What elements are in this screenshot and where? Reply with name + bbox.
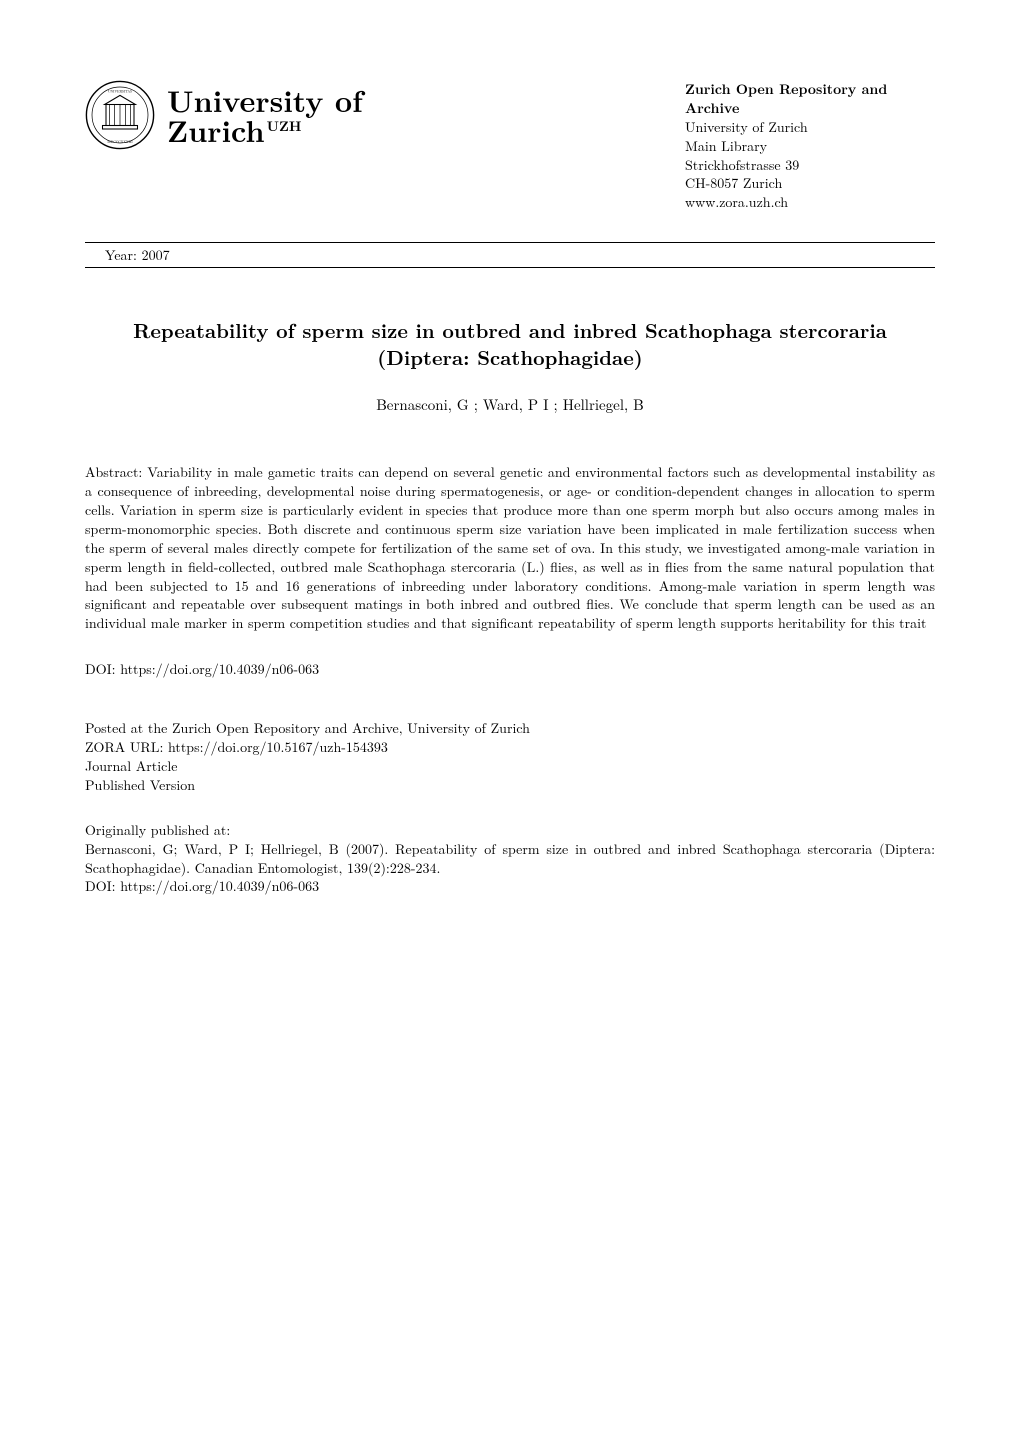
originally-heading: Originally published at: <box>85 820 230 840</box>
repo-line: University of Zurich <box>685 117 808 137</box>
posted-line: Published Version <box>85 775 195 795</box>
svg-text:UNIVERSITAS: UNIVERSITAS <box>108 89 132 95</box>
paper-title: Repeatability of sperm size in outbred a… <box>85 316 935 370</box>
university-name-line2-text: Zurich <box>167 108 265 151</box>
originally-citation: Bernasconi, G; Ward, P I; Hellriegel, B … <box>85 839 935 878</box>
posted-line: Journal Article <box>85 756 177 776</box>
repository-info: Zurich Open Repository and Archive Unive… <box>685 80 935 212</box>
repository-title: Zurich Open Repository and Archive <box>685 79 887 118</box>
posted-line: ZORA URL: https://doi.org/10.5167/uzh-15… <box>85 737 388 757</box>
repo-line: Main Library <box>685 136 767 156</box>
repo-line: CH-8057 Zurich <box>685 173 782 193</box>
abstract-text: Abstract: Variability in male gametic tr… <box>85 463 935 633</box>
university-name: University of ZurichUZH <box>167 85 363 145</box>
university-logo-block: UNIVERSITAS MDCCCXXXIII University of Zu… <box>85 80 363 150</box>
university-sup: UZH <box>267 116 302 136</box>
posted-block: Posted at the Zurich Open Repository and… <box>85 719 935 795</box>
originally-doi: DOI: https://doi.org/10.4039/n06-063 <box>85 876 319 896</box>
originally-published-block: Originally published at: Bernasconi, G; … <box>85 821 935 897</box>
university-seal-icon: UNIVERSITAS MDCCCXXXIII <box>85 80 155 150</box>
repo-line: www.zora.uzh.ch <box>685 192 788 212</box>
university-name-line2: ZurichUZH <box>167 115 363 145</box>
year-rule: Year: 2007 <box>85 242 935 268</box>
posted-line: Posted at the Zurich Open Repository and… <box>85 718 530 738</box>
paper-authors: Bernasconi, G ; Ward, P I ; Hellriegel, … <box>85 394 935 415</box>
year-label: Year: 2007 <box>85 245 935 265</box>
repo-line: Strickhofstrasse 39 <box>685 155 799 175</box>
doi-line: DOI: https://doi.org/10.4039/n06-063 <box>85 659 935 679</box>
header: UNIVERSITAS MDCCCXXXIII University of Zu… <box>85 80 935 212</box>
svg-text:MDCCCXXXIII: MDCCCXXXIII <box>107 140 133 145</box>
